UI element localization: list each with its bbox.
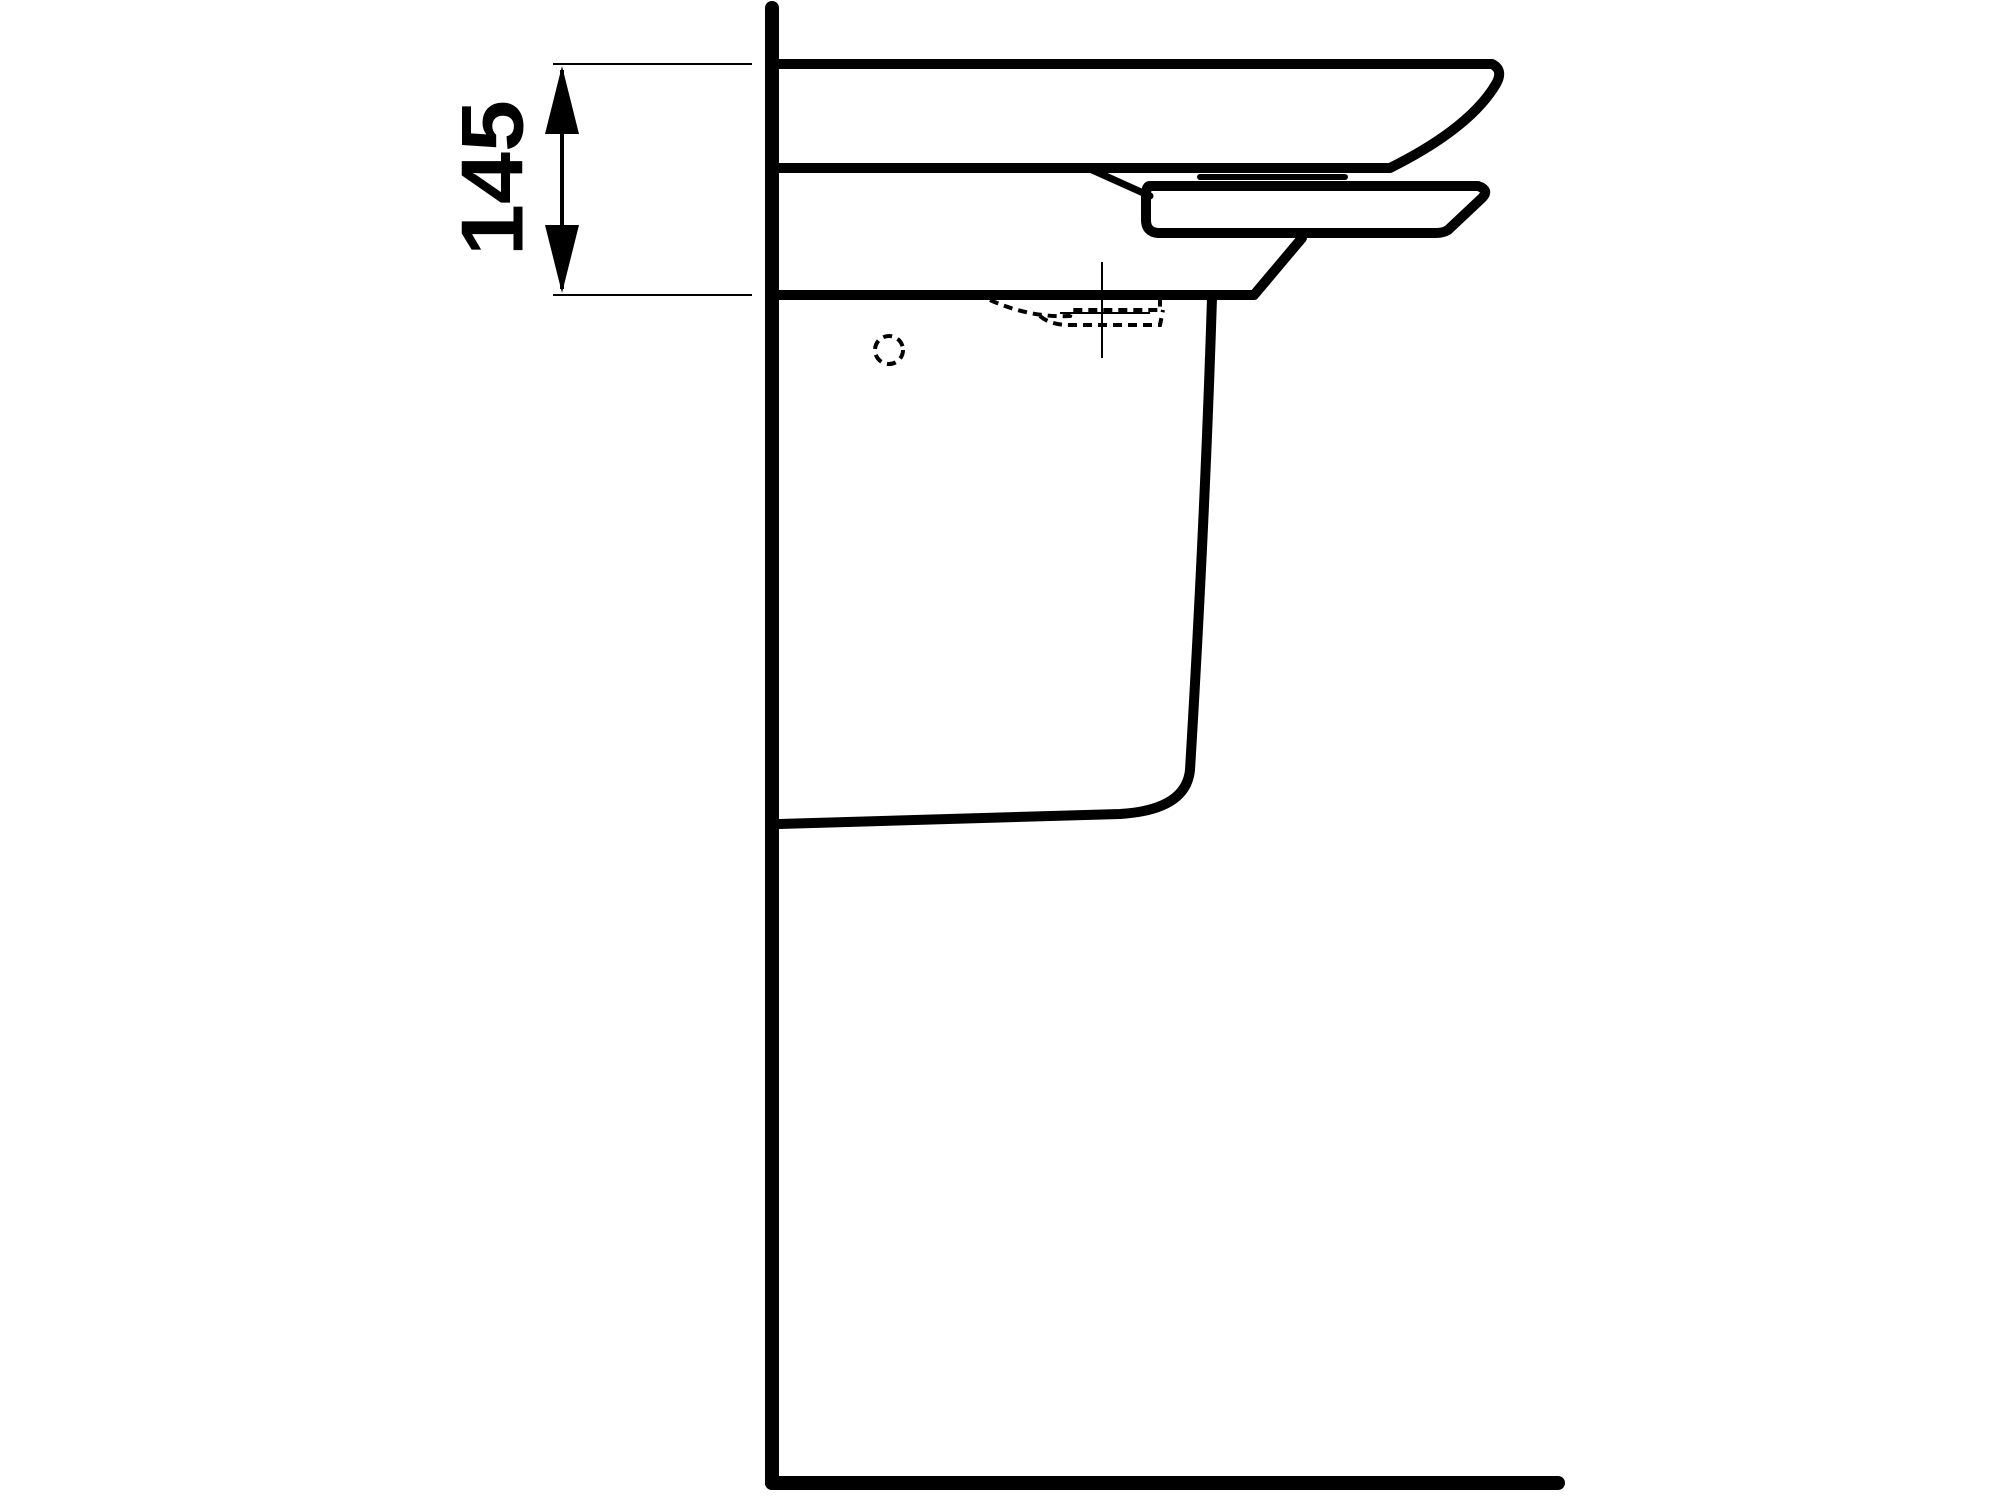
arrow-head-bottom [545,225,579,293]
wall-and-floor [765,1,1565,1490]
rim-underside-slant [1086,165,1154,200]
basin-body [774,233,1307,300]
basin-top-rim [774,59,1505,173]
dimension-label: 145 [443,100,542,256]
waste-outlet-bottom [1038,309,1165,327]
overflow-hole [873,334,905,366]
outlet-centerline [1060,262,1150,358]
dimension-145: 145 [443,63,752,296]
arrow-head-top [545,66,579,134]
washbasin [774,59,1505,829]
waste-outlet-hidden [873,298,1165,366]
basin-lower-bowl [774,293,1217,829]
